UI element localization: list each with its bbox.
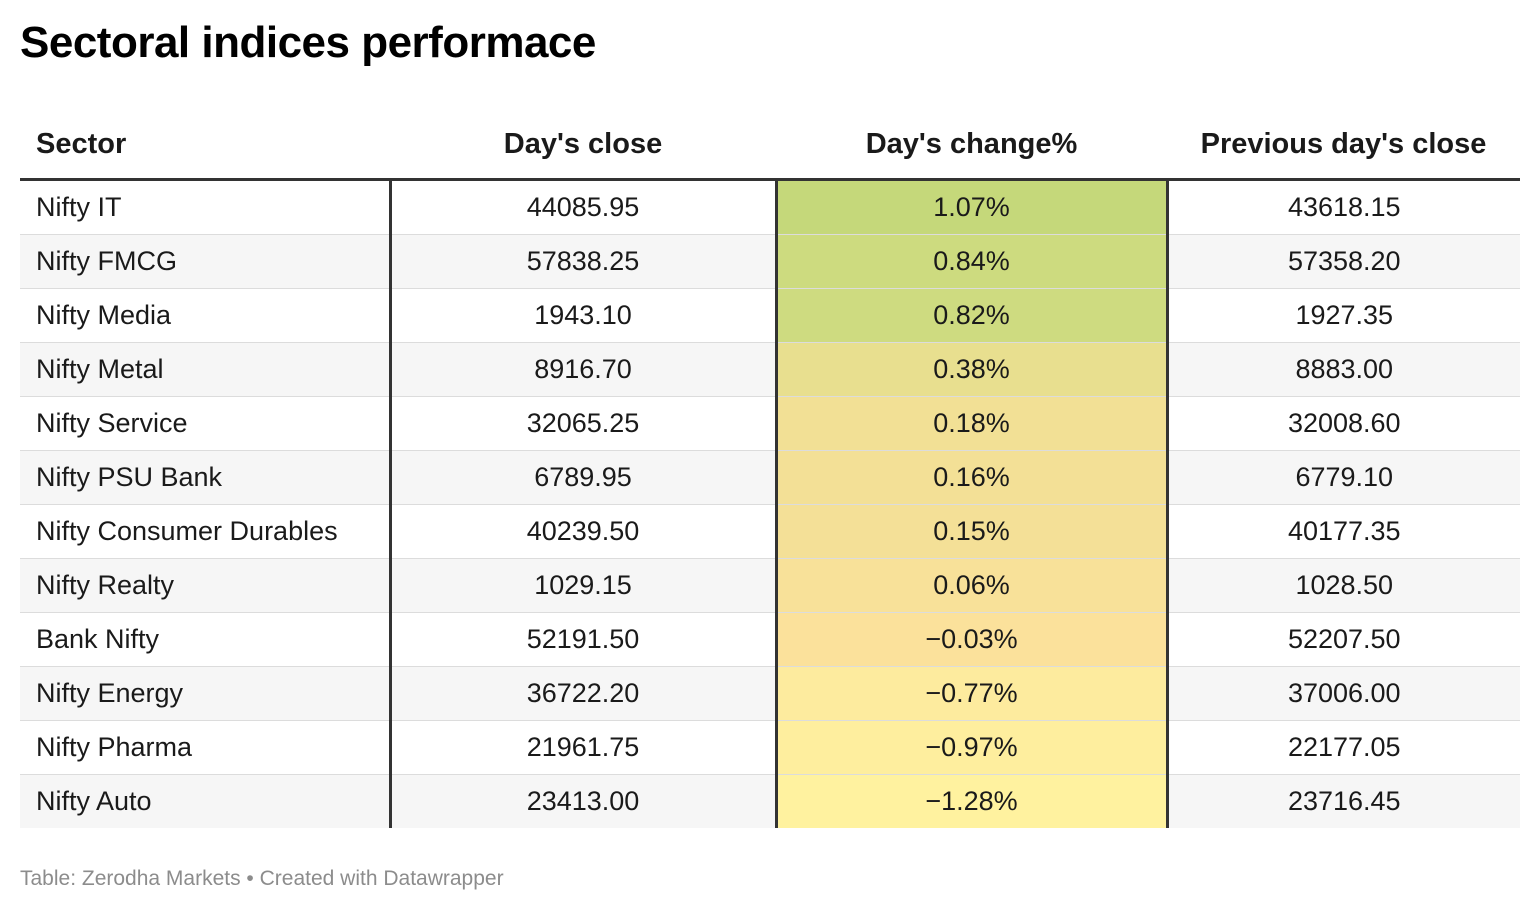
cell-days-change: 1.07% — [776, 179, 1169, 235]
cell-days-change: −1.28% — [776, 774, 1169, 828]
cell-days-close: 40239.50 — [390, 504, 778, 559]
cell-sector: Nifty Pharma — [20, 720, 392, 775]
cell-days-close: 1029.15 — [390, 558, 778, 613]
cell-days-change: 0.16% — [776, 450, 1169, 505]
table-row: Nifty Auto 23413.00 −1.28% 23716.45 — [20, 774, 1520, 828]
cell-previous-close: 52207.50 — [1167, 612, 1520, 667]
sectoral-indices-table: Sector Day's close Day's change% Previou… — [20, 110, 1520, 828]
cell-days-change: 0.15% — [776, 504, 1169, 559]
cell-previous-close: 6779.10 — [1167, 450, 1520, 505]
cell-days-close: 8916.70 — [390, 342, 778, 397]
cell-previous-close: 8883.00 — [1167, 342, 1520, 397]
table-row: Nifty Service 32065.25 0.18% 32008.60 — [20, 396, 1520, 451]
cell-sector: Nifty FMCG — [20, 234, 392, 289]
cell-previous-close: 1028.50 — [1167, 558, 1520, 613]
cell-days-close: 32065.25 — [390, 396, 778, 451]
cell-sector: Nifty Metal — [20, 342, 392, 397]
cell-days-change: −0.97% — [776, 720, 1169, 775]
cell-days-close: 44085.95 — [390, 179, 778, 235]
table-row: Nifty Metal 8916.70 0.38% 8883.00 — [20, 342, 1520, 397]
cell-sector: Nifty Media — [20, 288, 392, 343]
cell-previous-close: 37006.00 — [1167, 666, 1520, 721]
cell-previous-close: 57358.20 — [1167, 234, 1520, 289]
table-row: Nifty PSU Bank 6789.95 0.16% 6779.10 — [20, 450, 1520, 505]
source-footer: Table: Zerodha Markets • Created with Da… — [20, 867, 504, 890]
cell-sector: Nifty Consumer Durables — [20, 504, 392, 559]
table-row: Nifty Energy 36722.20 −0.77% 37006.00 — [20, 666, 1520, 721]
cell-days-close: 6789.95 — [390, 450, 778, 505]
cell-days-close: 57838.25 — [390, 234, 778, 289]
cell-sector: Bank Nifty — [20, 612, 392, 667]
page-title: Sectoral indices performace — [20, 18, 596, 67]
cell-days-close: 52191.50 — [390, 612, 778, 667]
cell-sector: Nifty PSU Bank — [20, 450, 392, 505]
column-header-sector[interactable]: Sector — [20, 110, 390, 181]
cell-days-close: 36722.20 — [390, 666, 778, 721]
table-row: Nifty IT 44085.95 1.07% 43618.15 — [20, 179, 1520, 235]
cell-days-change: 0.18% — [776, 396, 1169, 451]
cell-days-close: 23413.00 — [390, 774, 778, 828]
cell-sector: Nifty Energy — [20, 666, 392, 721]
cell-days-change: −0.03% — [776, 612, 1169, 667]
cell-sector: Nifty IT — [20, 179, 392, 235]
cell-previous-close: 1927.35 — [1167, 288, 1520, 343]
table-row: Nifty FMCG 57838.25 0.84% 57358.20 — [20, 234, 1520, 289]
table-body: Nifty IT 44085.95 1.07% 43618.15 Nifty FMCG 5… — [20, 179, 1520, 828]
cell-previous-close: 40177.35 — [1167, 504, 1520, 559]
cell-previous-close: 22177.05 — [1167, 720, 1520, 775]
cell-previous-close: 23716.45 — [1167, 774, 1520, 828]
cell-sector: Nifty Realty — [20, 558, 392, 613]
cell-sector: Nifty Auto — [20, 774, 392, 828]
table-row: Nifty Realty 1029.15 0.06% 1028.50 — [20, 558, 1520, 613]
column-header-days-change[interactable]: Day's change% — [776, 110, 1167, 181]
cell-previous-close: 32008.60 — [1167, 396, 1520, 451]
cell-days-change: 0.84% — [776, 234, 1169, 289]
cell-days-change: −0.77% — [776, 666, 1169, 721]
table-row: Nifty Consumer Durables 40239.50 0.15% 4017… — [20, 504, 1520, 559]
column-header-days-close[interactable]: Day's close — [390, 110, 776, 181]
table-row: Bank Nifty 52191.50 −0.03% 52207.50 — [20, 612, 1520, 667]
cell-days-close: 1943.10 — [390, 288, 778, 343]
table-row: Nifty Media 1943.10 0.82% 1927.35 — [20, 288, 1520, 343]
table-row: Nifty Pharma 21961.75 −0.97% 22177.05 — [20, 720, 1520, 775]
cell-days-change: 0.82% — [776, 288, 1169, 343]
cell-sector: Nifty Service — [20, 396, 392, 451]
cell-previous-close: 43618.15 — [1287, 192, 1401, 222]
cell-days-close: 21961.75 — [390, 720, 778, 775]
column-header-previous-close[interactable]: Previous day's close — [1167, 110, 1520, 181]
cell-days-change: 0.06% — [776, 558, 1169, 613]
table-header-row: Sector Day's close Day's change% Previou… — [20, 110, 1520, 181]
cell-days-change: 0.38% — [776, 342, 1169, 397]
